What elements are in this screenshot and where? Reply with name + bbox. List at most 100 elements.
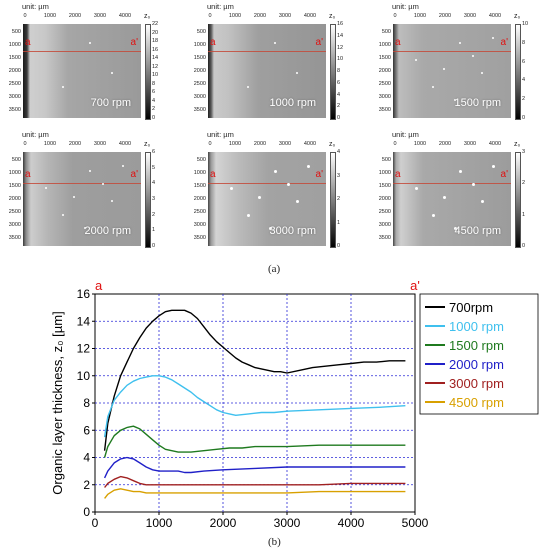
panel-x-tick: 1000 [43, 13, 57, 19]
panel-y-tick: 2000 [8, 68, 21, 74]
series-line [103, 425, 406, 458]
panel-x-tick: 4000 [303, 141, 317, 147]
colorbar-tick: 3 [152, 196, 156, 202]
series-line [104, 475, 406, 488]
x-tick-label: 0 [92, 516, 99, 530]
colorbar-tick: 0 [337, 243, 341, 249]
panel-x-tick: 3000 [463, 141, 477, 147]
panel-y-tick: 3000 [378, 222, 391, 228]
panel-x-tick: 2000 [438, 13, 452, 19]
panel-y-tick: 1500 [193, 183, 206, 189]
colorbar-tick: 2 [522, 96, 526, 103]
panel-y-tick: 500 [196, 29, 206, 35]
colorbar-tick: 3 [522, 149, 526, 155]
surface-speck [274, 41, 276, 44]
panel-y-tick: 1500 [378, 183, 391, 189]
panel-x-tick: 0 [23, 13, 27, 19]
y-tick-label: 6 [83, 423, 90, 437]
colorbar-tick: 0 [152, 243, 156, 249]
height-map-image: a a' 1000 rpm [208, 24, 326, 118]
surface-speck [122, 165, 124, 168]
colorbar-tick: 0 [522, 115, 526, 121]
surface-speck [472, 54, 475, 57]
legend-entry: 1500 rpm [449, 338, 504, 353]
panel-x-tick: 0 [208, 13, 212, 19]
panel-y-tick: 2500 [193, 209, 206, 215]
panel-x-tick: 2000 [68, 141, 82, 147]
panel-x-tick: 4000 [488, 13, 502, 19]
height-map-image: a a' 3000 rpm [208, 152, 326, 246]
colorbar [145, 24, 151, 120]
colorbar-title: z₀ [514, 141, 521, 148]
colorbar-tick: 8 [337, 68, 341, 74]
colorbar-tick: 10 [152, 72, 159, 79]
colorbar-tick: 6 [522, 58, 526, 65]
panel-y-tick: 3500 [8, 235, 21, 241]
scan-marker-end: a' [130, 169, 138, 180]
colorbar-tick: 2 [337, 103, 341, 110]
scan-marker-start: a [25, 37, 31, 48]
surface-speck [431, 85, 434, 88]
y-tick-label: 14 [77, 314, 91, 328]
surface-speck [415, 59, 417, 62]
scan-marker-end: a' [315, 37, 323, 48]
surface-speck [431, 213, 435, 217]
series-line [103, 456, 406, 479]
colorbar-tick: 18 [152, 38, 159, 45]
colorbar-tick: 8 [522, 39, 526, 46]
scan-line [208, 51, 326, 52]
heatmap-panel: unit: µm 0 1000 2000 3000 4000 500 1000 1500 2000… [185, 0, 363, 122]
colorbar-tick: 2 [152, 106, 156, 113]
panel-y-tick: 3000 [8, 94, 21, 100]
colorbar [330, 152, 336, 248]
heatmap-panel: unit: µm 0 1000 2000 3000 4000 500 1000 1500 2000… [0, 128, 178, 250]
scan-line [393, 183, 511, 184]
y-tick-label: 0 [83, 505, 90, 519]
subfigure-label-b: (b) [268, 536, 281, 548]
panel-y-tick: 2000 [8, 196, 21, 202]
colorbar-tick: 4 [522, 77, 526, 84]
y-tick-label: 12 [77, 342, 91, 356]
heatmap-panel: unit: µm 0 1000 2000 3000 4000 500 1000 1500 2000… [370, 0, 548, 122]
surface-speck [61, 213, 64, 216]
surface-speck [102, 182, 105, 185]
scan-marker-start: a [210, 169, 216, 180]
scan-marker-start: a [395, 169, 401, 180]
surface-speck [459, 169, 462, 173]
panel-y-tick: 500 [381, 157, 391, 163]
surface-speck [453, 98, 456, 101]
colorbar-title: z₀ [144, 141, 151, 148]
scan-line [393, 51, 511, 52]
panel-x-tick: 3000 [463, 13, 477, 19]
colorbar-tick: 10 [337, 56, 344, 63]
x-tick-label: 4000 [338, 516, 365, 530]
rpm-label: 1000 rpm [269, 97, 316, 109]
colorbar [145, 152, 151, 248]
panel-x-tick: 2000 [68, 13, 82, 19]
y-axis-label: Organic layer thickness, z₀ [µm] [50, 311, 65, 494]
panel-x-tick: 4000 [118, 141, 132, 147]
y-tick-label: 8 [83, 396, 90, 410]
colorbar-tick: 4 [152, 97, 156, 104]
surface-speck [415, 187, 418, 191]
surface-speck [459, 41, 461, 44]
height-map-image: a a' 2000 rpm [23, 152, 141, 246]
x-axis-label: Scan distance [µm] [200, 532, 311, 534]
heatmap-panel: unit: µm 0 1000 2000 3000 4000 500 1000 1500 2000… [370, 128, 548, 250]
colorbar-tick: 12 [152, 63, 159, 70]
panel-y-tick: 1500 [8, 183, 21, 189]
panel-y-tick: 3500 [378, 107, 391, 113]
panel-x-tick: 2000 [253, 13, 267, 19]
rpm-label: 2000 rpm [84, 225, 131, 237]
surface-speck [246, 213, 250, 217]
colorbar-tick: 3 [337, 172, 341, 179]
panel-y-tick: 2000 [378, 68, 391, 74]
panel-unit-label: unit: µm [22, 130, 49, 139]
colorbar-tick: 2 [337, 196, 341, 202]
x-tick-label: 2000 [210, 516, 237, 530]
scan-marker-start: a [95, 278, 103, 293]
panel-y-tick: 500 [196, 157, 206, 163]
surface-speck [89, 169, 91, 172]
colorbar-tick: 6 [152, 149, 156, 155]
thickness-line-chart: 0 1000 2000 3000 4000 5000 0 2 4 6 8 10 12 14 16 Scan d… [50, 278, 539, 534]
